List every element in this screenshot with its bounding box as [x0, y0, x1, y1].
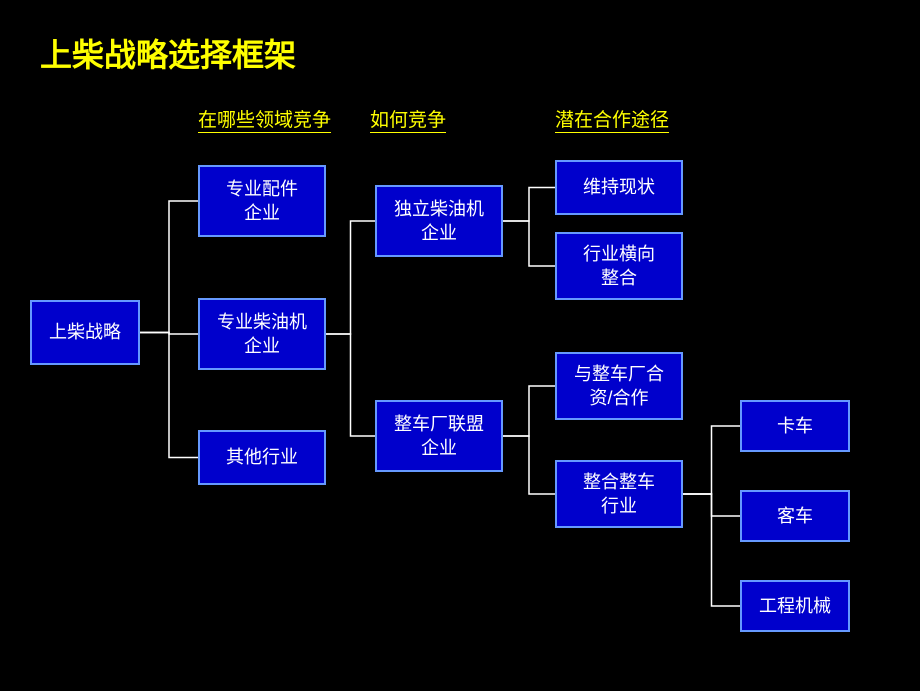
node-competition-other: 其他行业 — [198, 430, 326, 485]
slide-title: 上柴战略选择框架 — [40, 30, 296, 76]
node-path-horizontal: 行业横向整合 — [555, 232, 683, 300]
node-vehicle-bus: 客车 — [740, 490, 850, 542]
node-path-status-quo: 维持现状 — [555, 160, 683, 215]
node-competition-parts: 专业配件企业 — [198, 165, 326, 237]
node-root: 上柴战略 — [30, 300, 140, 365]
node-path-integrate: 整合整车行业 — [555, 460, 683, 528]
column-header-2: 如何竞争 — [370, 105, 446, 132]
node-vehicle-truck: 卡车 — [740, 400, 850, 452]
column-header-1: 在哪些领域竞争 — [198, 105, 331, 132]
node-how-independent: 独立柴油机企业 — [375, 185, 503, 257]
node-how-alliance: 整车厂联盟企业 — [375, 400, 503, 472]
node-competition-diesel: 专业柴油机企业 — [198, 298, 326, 370]
column-header-3: 潜在合作途径 — [555, 105, 669, 132]
node-path-jv: 与整车厂合资/合作 — [555, 352, 683, 420]
node-vehicle-machinery: 工程机械 — [740, 580, 850, 632]
